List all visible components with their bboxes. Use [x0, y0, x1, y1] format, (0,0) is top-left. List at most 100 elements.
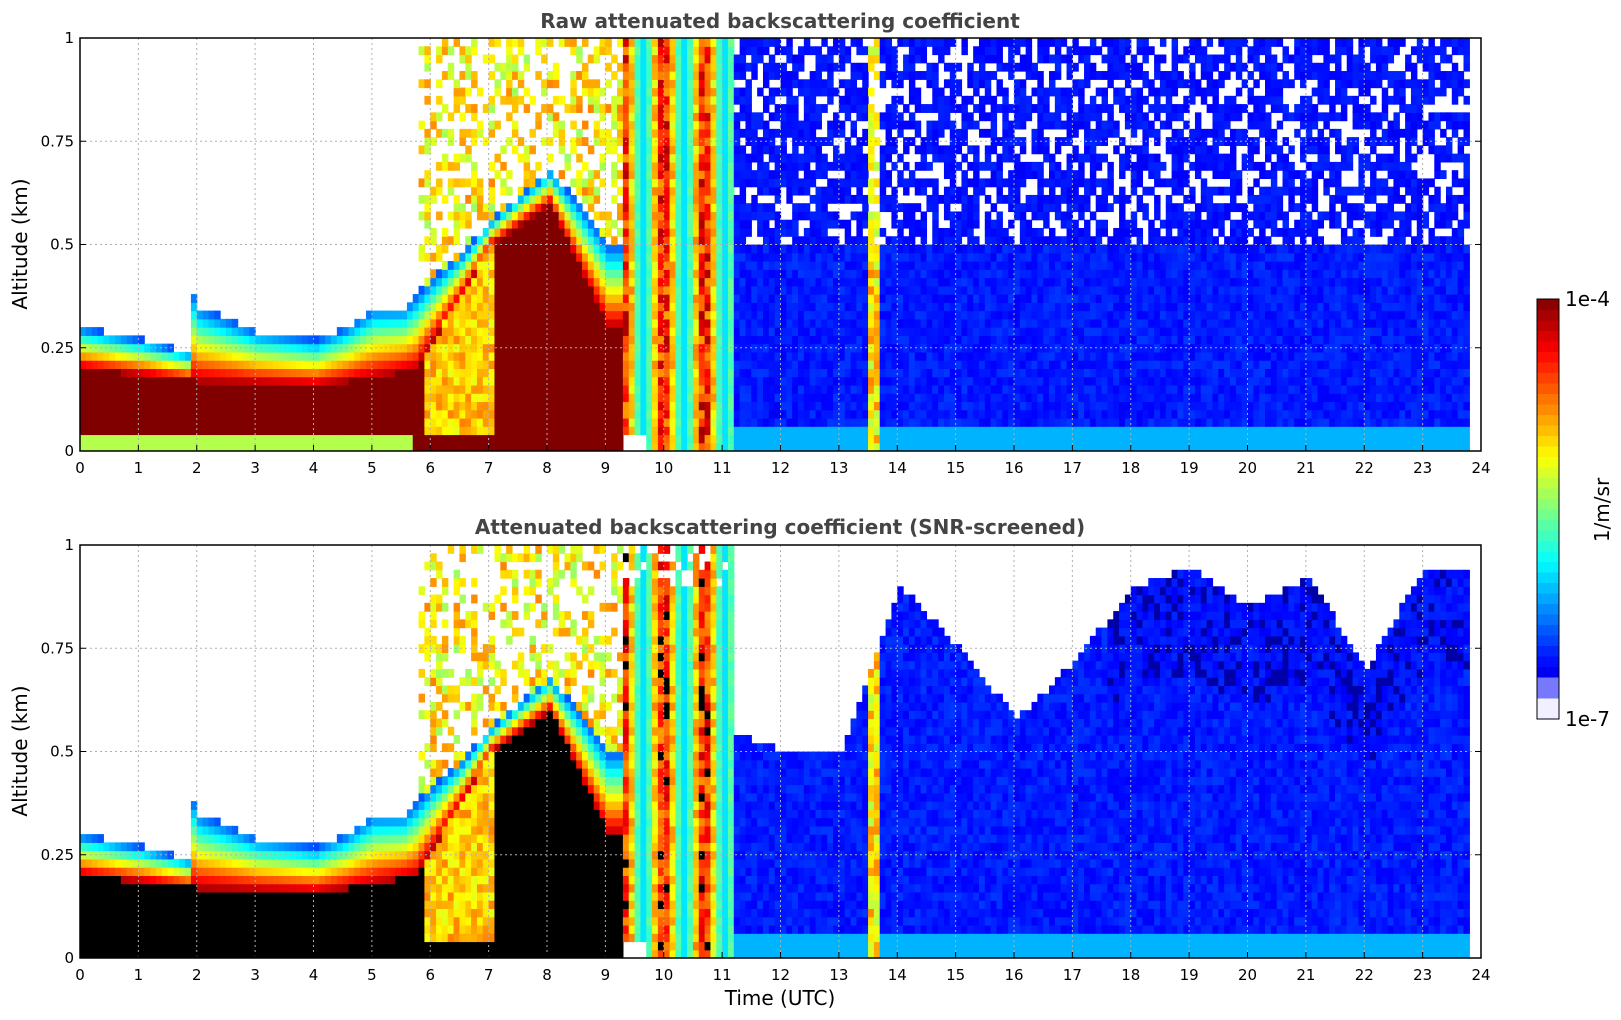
heatmap-cell — [978, 401, 986, 411]
heatmap-cell — [973, 327, 980, 336]
heatmap-cell — [541, 203, 548, 213]
heatmap-cell — [809, 112, 817, 122]
heatmap-cell — [617, 294, 624, 303]
heatmap-cell — [331, 393, 338, 403]
heatmap-cell — [710, 269, 717, 279]
heatmap-cell — [109, 351, 116, 361]
heatmap-cell — [768, 252, 776, 262]
heatmap-cell — [868, 194, 875, 204]
heatmap-cell — [354, 426, 361, 436]
heatmap-cell — [973, 384, 980, 394]
heatmap-cell — [739, 360, 747, 369]
heatmap-cell — [628, 261, 636, 270]
heatmap-cell — [348, 335, 355, 345]
heatmap-cell — [885, 294, 893, 303]
heatmap-cell — [932, 294, 939, 303]
heatmap-cell — [955, 409, 963, 419]
heatmap-cell — [838, 294, 846, 303]
heatmap-cell — [967, 145, 974, 155]
heatmap-cell — [640, 384, 647, 394]
heatmap-cell — [681, 54, 688, 64]
heatmap-cell — [225, 351, 233, 361]
heatmap-cell — [704, 393, 712, 403]
heatmap-cell — [932, 219, 939, 229]
heatmap-cell — [844, 186, 852, 196]
heatmap-cell — [949, 236, 957, 246]
heatmap-cell — [803, 376, 811, 386]
heatmap-cell — [366, 401, 373, 411]
heatmap-cell — [692, 277, 700, 287]
heatmap-cell — [727, 409, 735, 419]
heatmap-cell — [272, 376, 280, 386]
heatmap-cell — [144, 368, 151, 378]
heatmap-cell — [710, 128, 717, 138]
heatmap-cell — [733, 261, 741, 270]
heatmap-cell — [803, 95, 811, 105]
heatmap-cell — [628, 376, 636, 386]
heatmap-cell — [862, 219, 869, 229]
heatmap-cell — [926, 442, 933, 451]
heatmap-cell — [669, 244, 677, 254]
heatmap-cell — [611, 302, 618, 312]
heatmap-cell — [511, 244, 519, 254]
heatmap-cell — [266, 376, 274, 386]
heatmap-cell — [692, 318, 700, 328]
heatmap-cell — [441, 360, 449, 369]
heatmap-cell — [646, 194, 653, 204]
heatmap-cell — [961, 393, 968, 403]
heatmap-cell — [786, 120, 793, 130]
heatmap-cell — [640, 401, 647, 411]
heatmap-cell — [798, 351, 805, 361]
heatmap-cell — [628, 277, 636, 287]
heatmap-cell — [815, 104, 822, 113]
heatmap-cell — [955, 87, 963, 97]
heatmap-cell — [780, 434, 787, 444]
heatmap-cell — [733, 277, 741, 287]
heatmap-cell — [214, 343, 221, 353]
heatmap-cell — [821, 417, 828, 427]
heatmap-cell — [792, 393, 799, 403]
heatmap-cell — [967, 95, 974, 105]
heatmap-cell — [593, 211, 601, 221]
heatmap-cell — [325, 434, 332, 444]
heatmap-cell — [652, 38, 659, 47]
heatmap-cell — [868, 409, 875, 419]
heatmap-cell — [482, 360, 490, 369]
heatmap-cell — [692, 252, 700, 262]
heatmap-cell — [739, 384, 747, 394]
heatmap-cell — [190, 434, 198, 444]
heatmap-cell — [476, 236, 484, 246]
heatmap-cell — [733, 417, 741, 427]
heatmap-cell — [663, 194, 671, 204]
heatmap-cell — [599, 376, 606, 386]
heatmap-cell — [290, 393, 297, 403]
heatmap-cell — [482, 417, 490, 427]
heatmap-cell — [144, 360, 151, 369]
heatmap-cell — [447, 434, 455, 444]
heatmap-cell — [698, 87, 706, 97]
heatmap-cell — [529, 211, 536, 221]
heatmap-cell — [634, 285, 641, 295]
heatmap-cell — [821, 343, 828, 353]
heatmap-cell — [523, 261, 531, 270]
heatmap-cell — [167, 442, 174, 451]
heatmap-cell — [506, 71, 513, 80]
heatmap-cell — [786, 409, 793, 419]
heatmap-cell — [482, 368, 490, 378]
heatmap-cell — [652, 269, 659, 279]
heatmap-cell — [873, 120, 881, 130]
heatmap-cell — [768, 310, 776, 320]
heatmap-cell — [558, 434, 566, 444]
heatmap-cell — [266, 335, 274, 345]
heatmap-cell — [657, 368, 665, 378]
heatmap-cell — [681, 170, 688, 180]
heatmap-cell — [704, 71, 712, 80]
heatmap-cell — [628, 153, 636, 163]
heatmap-cell — [798, 294, 805, 303]
heatmap-cell — [593, 252, 601, 262]
heatmap-cell — [687, 145, 694, 155]
heatmap-cell — [984, 294, 992, 303]
heatmap-cell — [821, 194, 828, 204]
heatmap-cell — [605, 318, 612, 328]
heatmap-cell — [961, 38, 968, 47]
